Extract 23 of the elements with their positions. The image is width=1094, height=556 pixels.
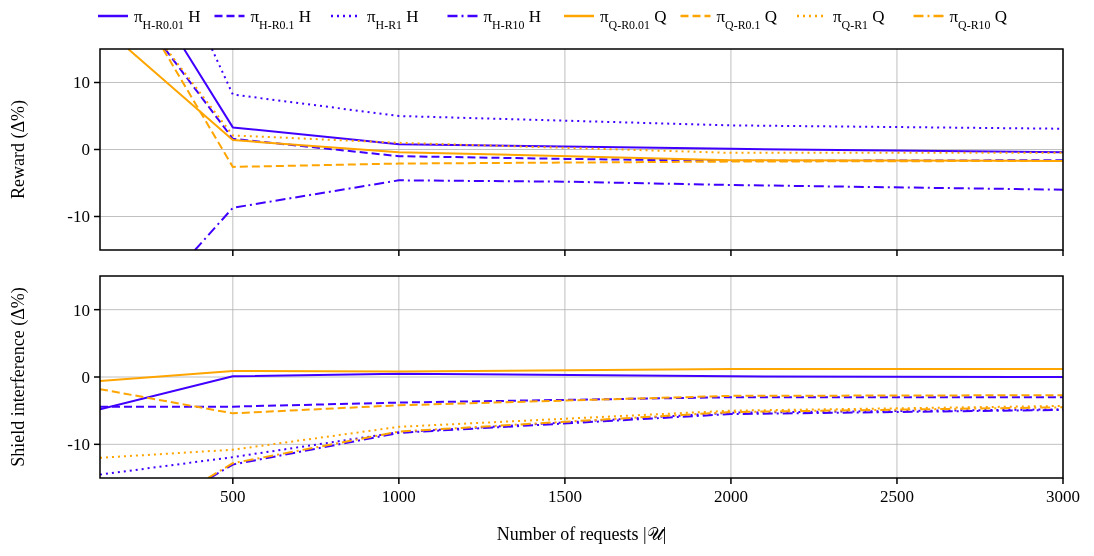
legend-label: π$_{Q-R10}$ Q — [949, 6, 1007, 32]
x-tick-label: 500 — [220, 487, 246, 506]
x-tick-label: 3000 — [1046, 487, 1080, 506]
x-tick-label: 2000 — [713, 487, 748, 506]
y-tick-label: 0 — [81, 367, 90, 387]
legend-label: π$_{Q-R1}$ Q — [833, 6, 885, 32]
legend-label: π$_{H-R0.01}$ H — [134, 6, 201, 32]
x-axis-title: Number of requests |𝒰| — [496, 524, 667, 544]
y-tick-label: 0 — [81, 140, 90, 160]
x-tick-label: 1500 — [547, 487, 582, 506]
y-tick-label: -10 — [67, 207, 90, 227]
y-tick-label: -10 — [67, 435, 90, 455]
y-axis-title: Reward (Δ%) — [8, 99, 29, 200]
legend-label: π$_{Q-R0.01}$ Q — [600, 6, 667, 32]
legend-label: π$_{H-R10}$ H — [483, 6, 541, 32]
y-axis-title: Shield interference (Δ%) — [8, 287, 29, 467]
y-tick-label: 10 — [73, 300, 90, 320]
legend-label: π$_{H-R1}$ H — [367, 6, 419, 32]
legend-label: π$_{H-R0.1}$ H — [250, 6, 311, 32]
x-tick-label: 2500 — [879, 487, 914, 506]
x-tick-label: 1000 — [381, 487, 416, 506]
y-tick-label: 10 — [73, 73, 90, 93]
legend-label: π$_{Q-R0.1}$ Q — [716, 6, 777, 32]
